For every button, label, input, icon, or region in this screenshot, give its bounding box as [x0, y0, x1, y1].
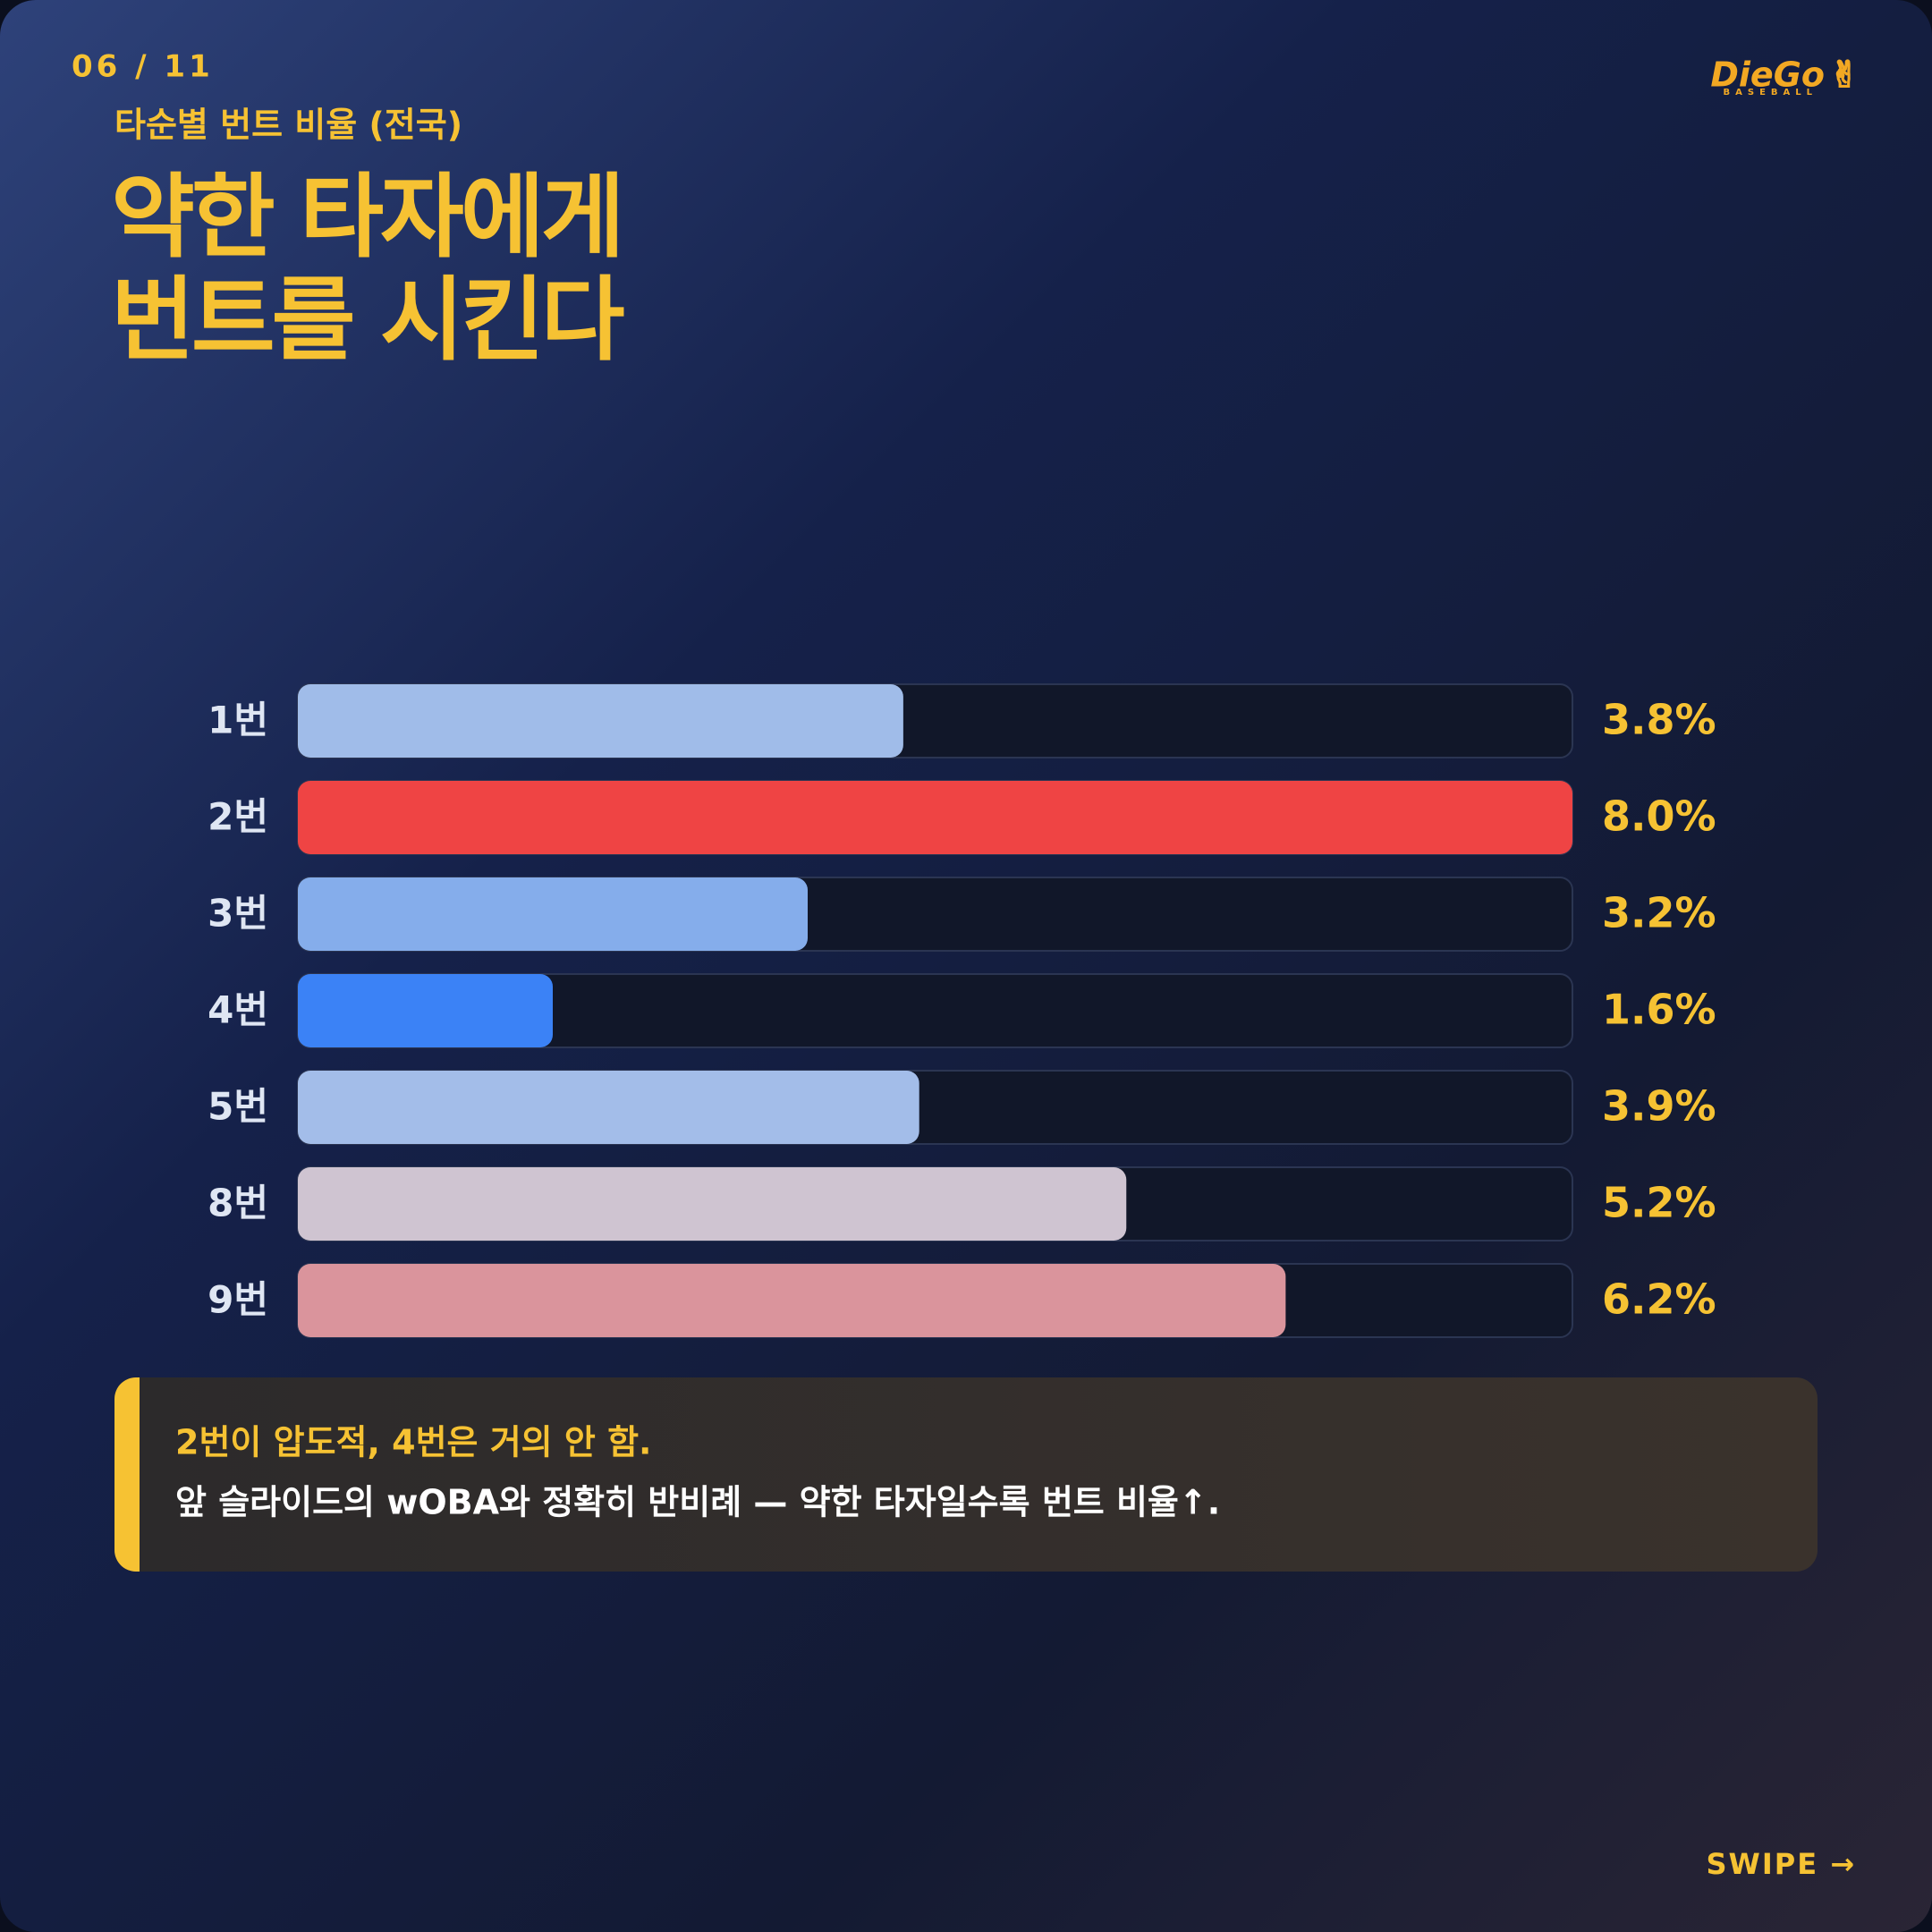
swipe-hint[interactable]: SWIPE →: [1706, 1847, 1856, 1881]
note-accent: [114, 1377, 140, 1572]
bar: [298, 1264, 1286, 1337]
note-line: 2번이 압도적, 4번은 거의 안 함.: [175, 1423, 651, 1462]
value-label: 8.0%: [1602, 792, 1716, 841]
bar: [298, 877, 808, 951]
category-label: 4번: [208, 988, 268, 1032]
chart-title: 번트를 시킨다: [111, 267, 624, 374]
value-label: 1.6%: [1602, 986, 1716, 1034]
logo-name: DieGo: [1710, 55, 1825, 95]
chart-subtitle: 타순별 번트 비율 (전국): [114, 106, 462, 145]
bar: [298, 1071, 919, 1144]
category-label: 8번: [208, 1182, 268, 1225]
bar: [298, 684, 903, 758]
category-label: 9번: [208, 1278, 268, 1322]
chart-title: 약한 타자에게: [111, 165, 622, 271]
bar: [298, 781, 1572, 854]
category-label: 5번: [208, 1085, 268, 1129]
category-label: 3번: [208, 892, 268, 936]
note-line: 앞 슬라이드의 wOBA와 정확히 반비례 — 약한 타자일수록 번트 비율↑.: [175, 1483, 1220, 1522]
note-box: [114, 1377, 1818, 1572]
value-label: 3.2%: [1602, 889, 1716, 937]
note: 2번이 압도적, 4번은 거의 안 함. 앞 슬라이드의 wOBA와 정확히 반…: [114, 1377, 1818, 1572]
bar: [298, 1167, 1127, 1241]
value-label: 5.2%: [1602, 1179, 1716, 1227]
logo-tagline: BASEBALL: [1724, 88, 1818, 97]
value-label: 3.9%: [1602, 1082, 1716, 1131]
bar: [298, 974, 553, 1047]
value-label: 6.2%: [1602, 1275, 1716, 1324]
value-label: 3.8%: [1602, 696, 1716, 744]
category-label: 1번: [208, 699, 268, 742]
category-label: 2번: [208, 795, 268, 839]
page-number: 06 / 11: [72, 49, 214, 85]
logo-icon: ✌: [1829, 55, 1860, 96]
